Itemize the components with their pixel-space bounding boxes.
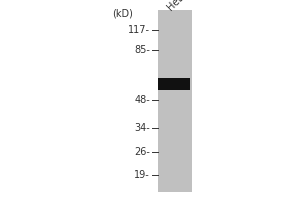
Text: 26-: 26- bbox=[134, 147, 150, 157]
Text: 34-: 34- bbox=[134, 123, 150, 133]
Text: 85-: 85- bbox=[134, 45, 150, 55]
Text: (kD): (kD) bbox=[112, 8, 134, 18]
Text: 117-: 117- bbox=[128, 25, 150, 35]
Bar bbox=[158, 78, 190, 90]
Text: HeLa: HeLa bbox=[165, 0, 190, 12]
Text: 48-: 48- bbox=[134, 95, 150, 105]
Text: 19-: 19- bbox=[134, 170, 150, 180]
Bar bbox=[158, 10, 192, 192]
